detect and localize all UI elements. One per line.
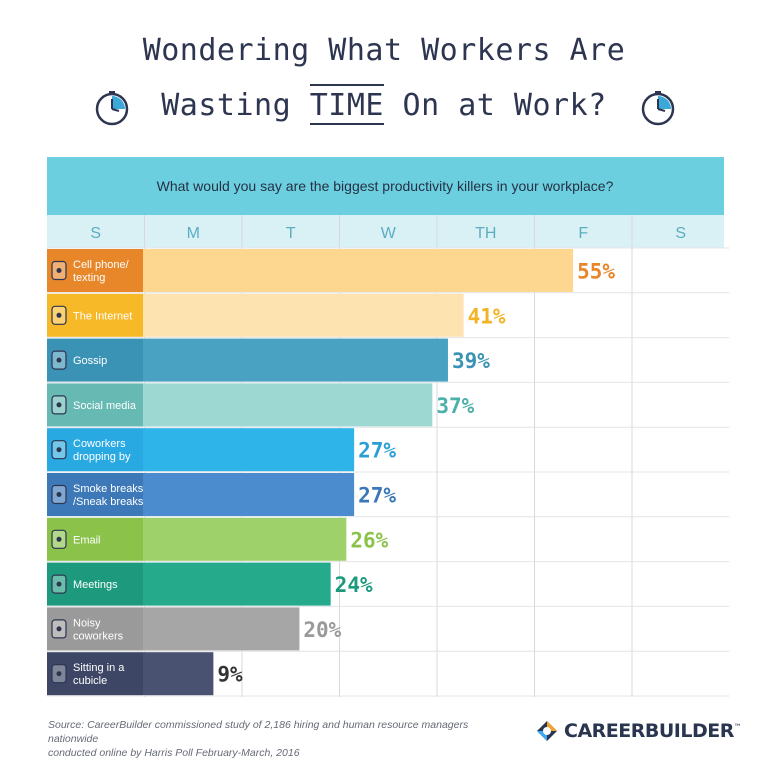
value-label: 39% [452,349,490,373]
category-label: Sitting in a cubicle [73,662,125,687]
day-label: S [90,225,101,242]
bar [143,338,448,382]
category-cell [47,473,143,516]
category-cell [47,383,143,427]
value-label: 37% [436,394,474,418]
category-cell [47,293,143,337]
bar [143,473,355,516]
category-cell [47,607,143,651]
chart-question: What would you say are the biggest produ… [157,178,614,194]
value-label: 27% [358,439,396,463]
title-post: On at Work? [384,88,607,123]
bar [143,562,331,606]
source-note: Source: CareerBuilder commissioned study… [48,718,518,760]
question-band [47,157,724,215]
bar [143,428,355,472]
bar [143,517,347,561]
day-header-band [47,215,724,248]
category-cell [47,249,143,292]
value-label: 55% [577,260,615,284]
trademark: ™ [733,722,742,732]
handshake-icon [51,574,67,594]
bar [143,293,464,337]
title-pre: Wasting [161,88,310,123]
category-cell [47,428,143,472]
day-label: M [187,225,200,242]
day-label: TH [475,225,496,242]
value-label: 20% [303,618,341,642]
category-label: Meetings [73,579,118,591]
value-label: 27% [358,484,396,508]
head-icon [51,395,67,415]
category-cell [47,517,143,561]
day-label: W [381,225,397,242]
envelope-icon [51,529,67,549]
category-label: Email [73,534,101,546]
category-cell [47,338,143,382]
chat-icon [51,350,67,370]
clock-icon-right [641,91,675,126]
day-label: S [675,225,686,242]
title-line-1: Wondering What Workers Are [142,33,626,68]
day-label: T [286,225,296,242]
value-label: 41% [468,304,506,328]
title-emphasis: TIME [309,84,385,125]
monitor-icon [51,305,67,325]
category-label: Cell phone/texting [73,259,130,284]
careerbuilder-mark-icon [537,721,557,741]
day-label: F [578,225,588,242]
category-label: Noisy coworkers [73,617,124,642]
clock-icon-left [95,91,129,126]
source-line-2: conducted online by Harris Poll February… [48,747,300,759]
bar [143,607,300,651]
brand-name: CAREERBUILDER™ [564,720,742,742]
source-line-1: Source: CareerBuilder commissioned study… [48,719,469,745]
category-label: Coworkers dropping by [73,438,131,463]
megaphone-icon [51,619,67,639]
bar [143,652,214,696]
careerbuilder-logo: CAREERBUILDER™ [536,720,742,742]
category-label: Gossip [73,355,107,367]
category-label: Social media [73,400,137,412]
phone-icon [51,260,67,281]
pin-icon [51,440,67,460]
chair-icon [51,664,67,684]
bar [143,383,433,427]
category-cell [47,562,143,606]
value-label: 9% [217,663,243,687]
title-line-2: Wasting TIME On at Work? [0,84,768,125]
value-label: 24% [335,573,373,597]
category-cell [47,652,143,696]
brand-name-text: CAREERBUILDER [564,720,734,742]
value-label: 26% [350,528,388,552]
beanie-icon [51,484,67,505]
bar [143,249,574,292]
category-label: Smoke breaks/Sneak breaks [73,483,144,508]
category-label: The Internet [73,310,132,322]
